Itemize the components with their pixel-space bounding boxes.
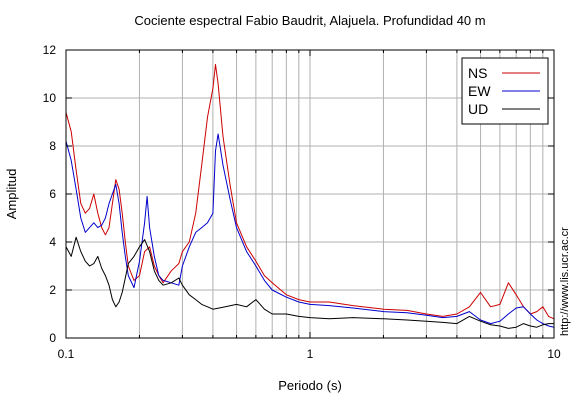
source-url-note: http://www.lis.ucr.ac.cr [559,227,571,336]
chart-title: Cociente espectral Fabio Baudrit, Alajue… [134,13,485,28]
x-tick-label: 0.1 [58,347,75,361]
legend-label-ns: NS [468,65,487,81]
legend-label-ew: EW [468,83,491,99]
x-tick-label: 10 [547,347,561,361]
series-group [65,63,555,329]
y-tick-label: 12 [43,43,57,57]
y-tick-label: 4 [49,235,56,249]
series-line-ud [65,236,554,329]
legend: NS EW UD [461,57,549,125]
y-tick-label: 10 [43,91,57,105]
y-tick-label: 0 [49,331,56,345]
y-axis-label: Amplitud [4,169,19,220]
y-tick-label: 6 [49,187,56,201]
x-axis-label: Periodo (s) [278,378,342,393]
y-tick-label: 8 [49,139,56,153]
x-tick-label: 1 [307,347,314,361]
tick-labels: 0 2 4 6 8 10 12 0.1 1 10 [43,43,561,361]
series-line-ns [65,63,555,320]
y-tick-label: 2 [49,283,56,297]
legend-label-ud: UD [468,101,488,117]
series-line-ew [65,133,555,328]
tick-marks [65,49,554,339]
